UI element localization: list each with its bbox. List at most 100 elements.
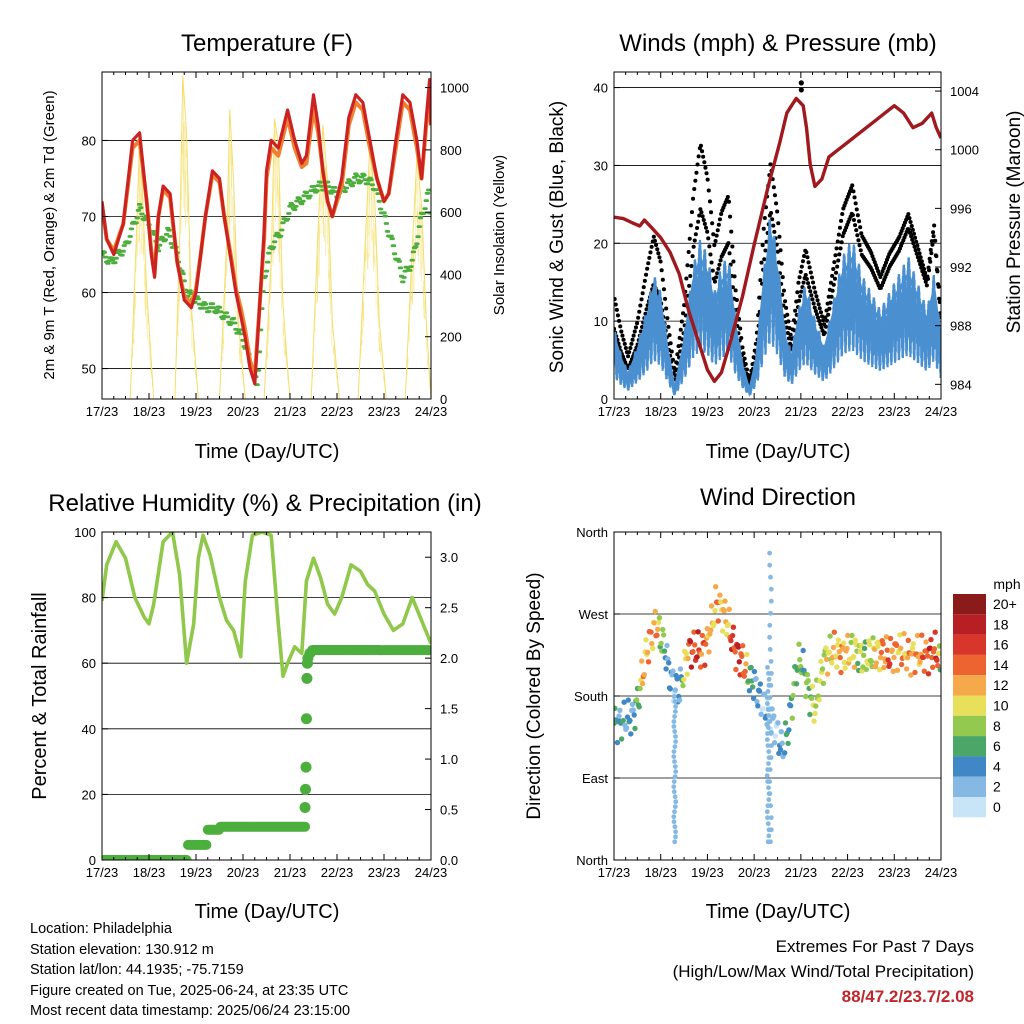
humidity-ylabel: Percent & Total Rainfall	[29, 592, 51, 800]
direction-point	[743, 661, 749, 667]
direction-point	[786, 727, 792, 733]
winds-y2label: Station Pressure (Maroon)	[1004, 111, 1024, 334]
y-tick-label: East	[582, 771, 608, 786]
calm-direction-point	[673, 704, 678, 709]
calm-direction-point	[768, 803, 773, 809]
direction-point	[912, 669, 918, 676]
calm-direction-point	[767, 767, 773, 772]
winds-y-ticks: 0 10 20 30 40	[594, 81, 620, 407]
x-tick-label: 24/23	[415, 865, 448, 880]
direction-point	[711, 620, 717, 626]
calm-direction-point	[767, 647, 773, 652]
direction-point	[914, 632, 921, 639]
calm-direction-point	[769, 671, 774, 676]
direction-point	[898, 645, 904, 651]
calm-direction-point	[673, 799, 679, 805]
direction-point	[677, 666, 684, 672]
calm-direction-point	[671, 784, 677, 790]
direction-point	[897, 632, 903, 638]
calm-direction-point	[671, 724, 677, 729]
x-tick-label: 20/23	[738, 865, 771, 880]
rainfall-jump-point	[301, 672, 313, 684]
calm-direction-point	[671, 719, 677, 724]
direction-point	[666, 660, 672, 666]
direction-point	[661, 648, 668, 654]
recent-timestamp: Most recent data timestamp: 2025/06/24 2…	[30, 1003, 351, 1019]
y2-tick-label: 800	[440, 143, 462, 158]
direction-point	[643, 637, 649, 643]
x-tick-label: 20/23	[227, 404, 260, 419]
direction-point	[730, 624, 737, 630]
y-tick-label: 70	[82, 209, 96, 224]
speed-legend-label: 4	[993, 758, 1001, 774]
winds-y2-ticks: 984 988 992 996 1000 1004	[935, 84, 979, 392]
direction-point	[706, 649, 712, 655]
calm-direction-point	[671, 789, 677, 795]
rainfall-jump-point	[300, 713, 312, 725]
direction-point	[683, 650, 689, 657]
direction-point	[930, 664, 936, 670]
direction-point	[726, 606, 732, 612]
direction-point	[812, 710, 818, 717]
direction-point	[674, 676, 680, 682]
direction-point	[924, 653, 931, 659]
direction-point	[650, 645, 656, 652]
x-tick-label: 22/23	[831, 404, 864, 419]
direction-point	[758, 711, 764, 717]
calm-direction-point	[765, 821, 771, 827]
direction-point	[623, 725, 630, 731]
direction-point	[797, 657, 803, 663]
calm-direction-point	[767, 707, 772, 712]
direction-point	[691, 629, 697, 635]
x-tick-label: 18/23	[644, 404, 677, 419]
speed-legend-swatch	[953, 594, 986, 615]
direction-point	[829, 660, 835, 666]
direction-point	[804, 672, 811, 678]
direction-point	[936, 643, 941, 649]
direction-point	[870, 635, 876, 641]
direction-point	[875, 643, 881, 650]
direction-point	[649, 640, 655, 647]
direction-point	[680, 682, 686, 689]
direction-point	[751, 668, 758, 675]
speed-legend-title: mph	[993, 576, 1020, 592]
y2-tick-label: 1000	[440, 81, 469, 96]
calm-direction-point	[672, 824, 678, 830]
humidity-panel: Relative Humidity (%) & Precipitation (i…	[29, 490, 482, 923]
direction-point	[834, 664, 840, 670]
figure-created: Figure created on Tue, 2025-06-24, at 23…	[30, 982, 349, 999]
calm-direction-point	[765, 725, 771, 730]
direction-point	[842, 665, 848, 671]
calm-direction-point	[672, 839, 678, 845]
station-info: Location: Philadelphia Station elevation…	[30, 919, 350, 1022]
direction-point	[877, 667, 883, 673]
speed-legend-swatch	[953, 634, 986, 655]
x-tick-label: 17/23	[598, 865, 631, 880]
direction-point	[903, 666, 910, 672]
gust-outlier-point	[798, 87, 804, 93]
direction-point	[809, 683, 816, 690]
direction-point	[750, 695, 757, 701]
direction-point	[848, 639, 854, 646]
calm-direction-point	[767, 695, 773, 700]
direction-x-ticks: 17/23 18/23 19/23 20/23 21/23 22/23 23/23 24/23	[598, 532, 957, 880]
calm-direction-point	[768, 731, 774, 736]
direction-point	[861, 652, 867, 658]
direction-point	[813, 703, 819, 709]
extremes-values: 88/47.2/23.7/2.08	[841, 987, 974, 1006]
calm-direction-point	[672, 804, 678, 810]
direction-point	[725, 621, 732, 628]
speed-legend-swatch	[953, 715, 986, 737]
speed-legend-label: 14	[993, 657, 1009, 673]
direction-point	[910, 641, 916, 647]
y2-tick-label: 400	[440, 267, 462, 282]
calm-direction-point	[672, 699, 678, 704]
speed-legend-label: 0	[993, 799, 1001, 815]
direction-point	[919, 632, 925, 638]
x-tick-label: 20/23	[738, 404, 771, 419]
direction-point	[782, 720, 789, 726]
direction-point	[648, 629, 654, 635]
rainfall-jump-point	[302, 652, 314, 664]
calm-direction-point	[768, 610, 773, 616]
calm-direction-point	[768, 815, 774, 821]
